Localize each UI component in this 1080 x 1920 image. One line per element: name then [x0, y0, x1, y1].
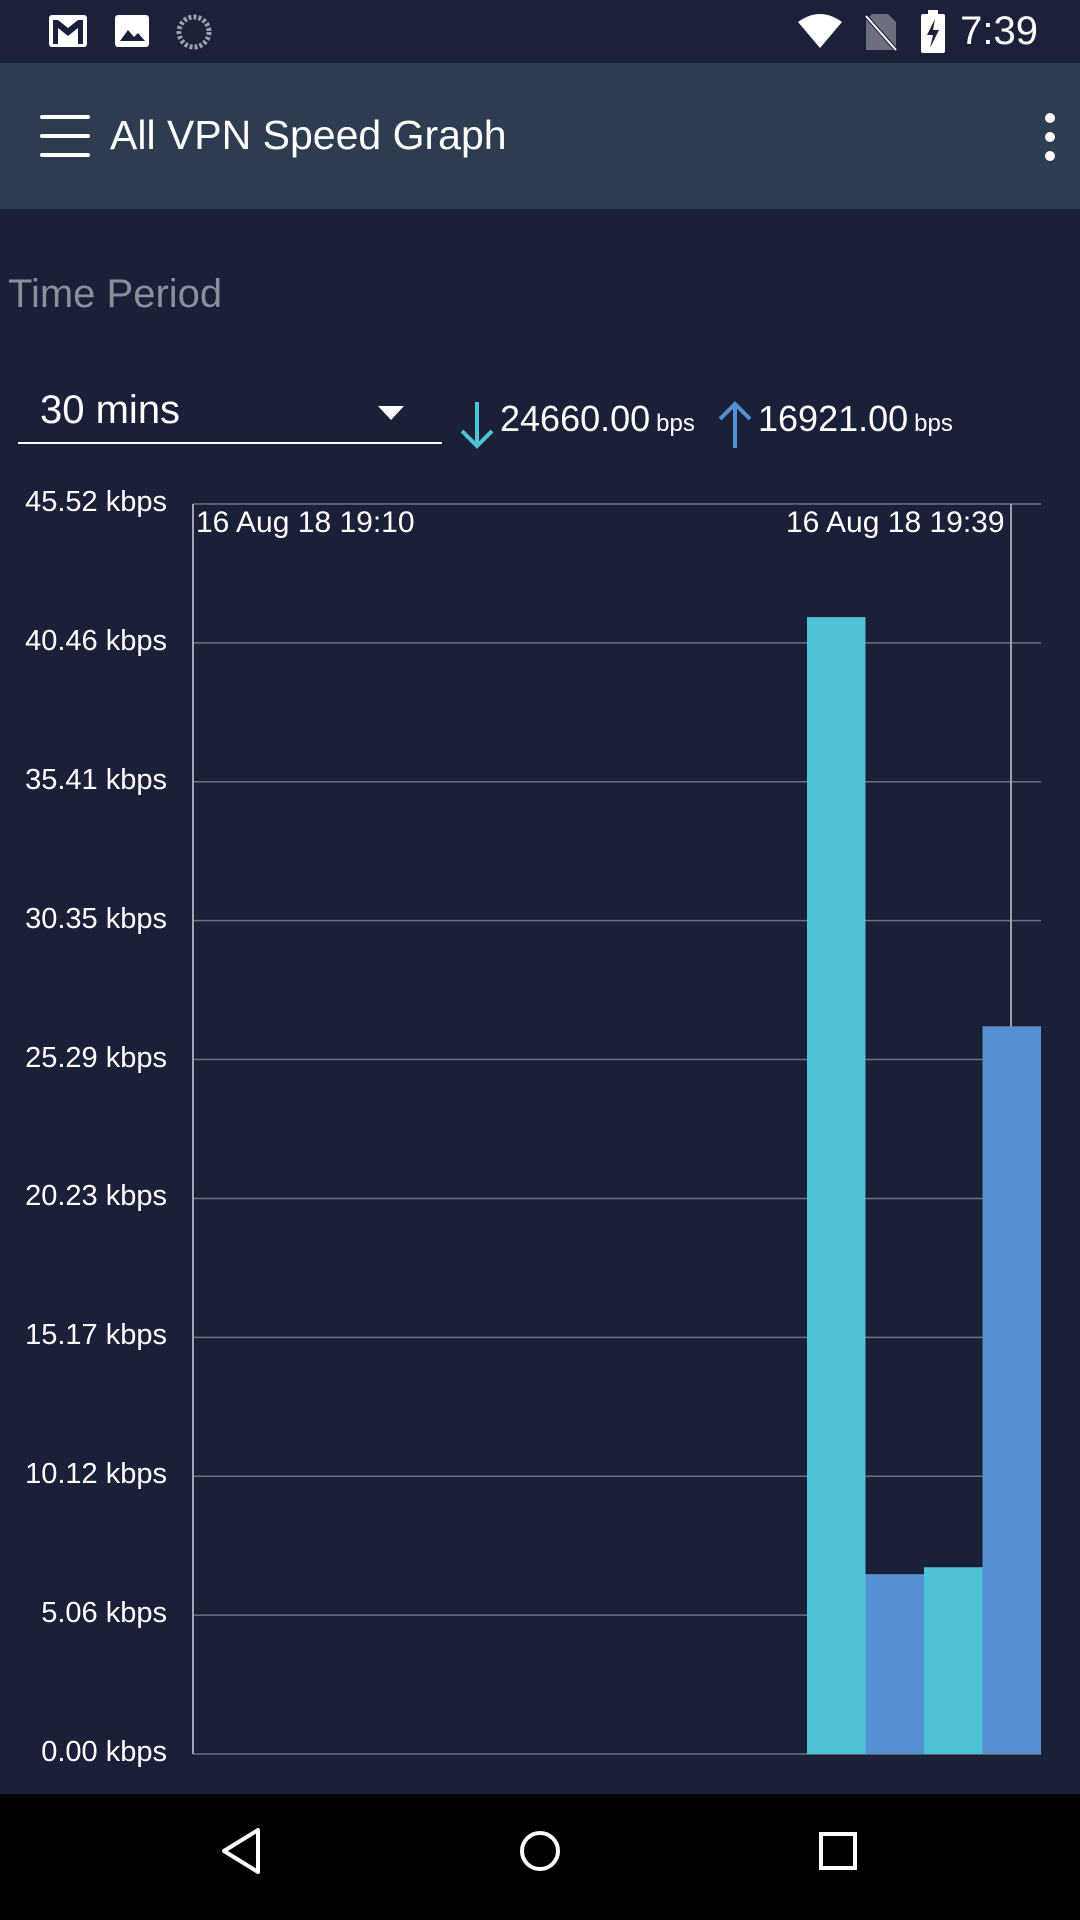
battery-charging-icon [921, 10, 945, 53]
upload-bar [982, 1026, 1041, 1754]
upload-speed: 16921.00 bps [758, 398, 953, 458]
page-title: All VPN Speed Graph [110, 112, 507, 158]
time-period-label: Time Period [8, 272, 223, 316]
home-icon[interactable] [518, 1822, 562, 1880]
sync-icon [176, 14, 212, 50]
y-tick-label: 35.41 kbps [25, 763, 167, 796]
upload-speed-unit: bps [914, 410, 953, 437]
upload-bar [865, 1574, 924, 1754]
status-bar: 7:39 [0, 0, 1080, 63]
download-speed-unit: bps [656, 410, 695, 437]
back-icon[interactable] [218, 1822, 262, 1880]
speed-chart-plot [192, 503, 1041, 1755]
y-tick-label: 10.12 kbps [25, 1458, 167, 1491]
y-tick-label: 0.00 kbps [41, 1736, 167, 1768]
time-period-dropdown[interactable]: 30 mins [18, 382, 442, 444]
hamburger-menu-icon[interactable] [40, 115, 90, 159]
download-bar [807, 617, 866, 1754]
recents-icon[interactable] [816, 1822, 860, 1880]
y-tick-label: 15.17 kbps [25, 1319, 167, 1352]
upload-arrow-icon [718, 401, 752, 448]
y-tick-label: 30.35 kbps [25, 902, 167, 935]
y-tick-label: 45.52 kbps [25, 486, 167, 518]
upload-speed-value: 16921.00 [758, 398, 909, 439]
download-speed-value: 24660.00 [500, 398, 651, 439]
speed-chart: 45.52 kbps 40.46 kbps 35.41 kbps 30.35 kbps… [0, 480, 1080, 1780]
download-speed: 24660.00 bps [500, 398, 695, 458]
chevron-down-icon [378, 406, 404, 420]
no-sim-icon [864, 14, 898, 52]
download-bar [924, 1567, 983, 1754]
y-tick-label: 20.23 kbps [25, 1180, 167, 1213]
gmail-icon [49, 15, 87, 47]
gallery-icon [115, 15, 149, 47]
system-nav-bar [0, 1794, 1080, 1920]
x-label-start: 16 Aug 18 19:10 [196, 506, 415, 539]
y-tick-label: 25.29 kbps [25, 1041, 167, 1074]
time-period-selected: 30 mins [40, 388, 181, 432]
wifi-icon [798, 14, 842, 48]
y-tick-label: 5.06 kbps [41, 1597, 167, 1630]
app-toolbar: All VPN Speed Graph [0, 63, 1080, 209]
y-tick-label: 40.46 kbps [25, 624, 167, 657]
more-vert-icon[interactable] [1040, 113, 1060, 161]
download-arrow-icon [460, 402, 494, 449]
clock: 7:39 [960, 9, 1038, 53]
x-label-end: 16 Aug 18 19:39 [786, 506, 1005, 539]
